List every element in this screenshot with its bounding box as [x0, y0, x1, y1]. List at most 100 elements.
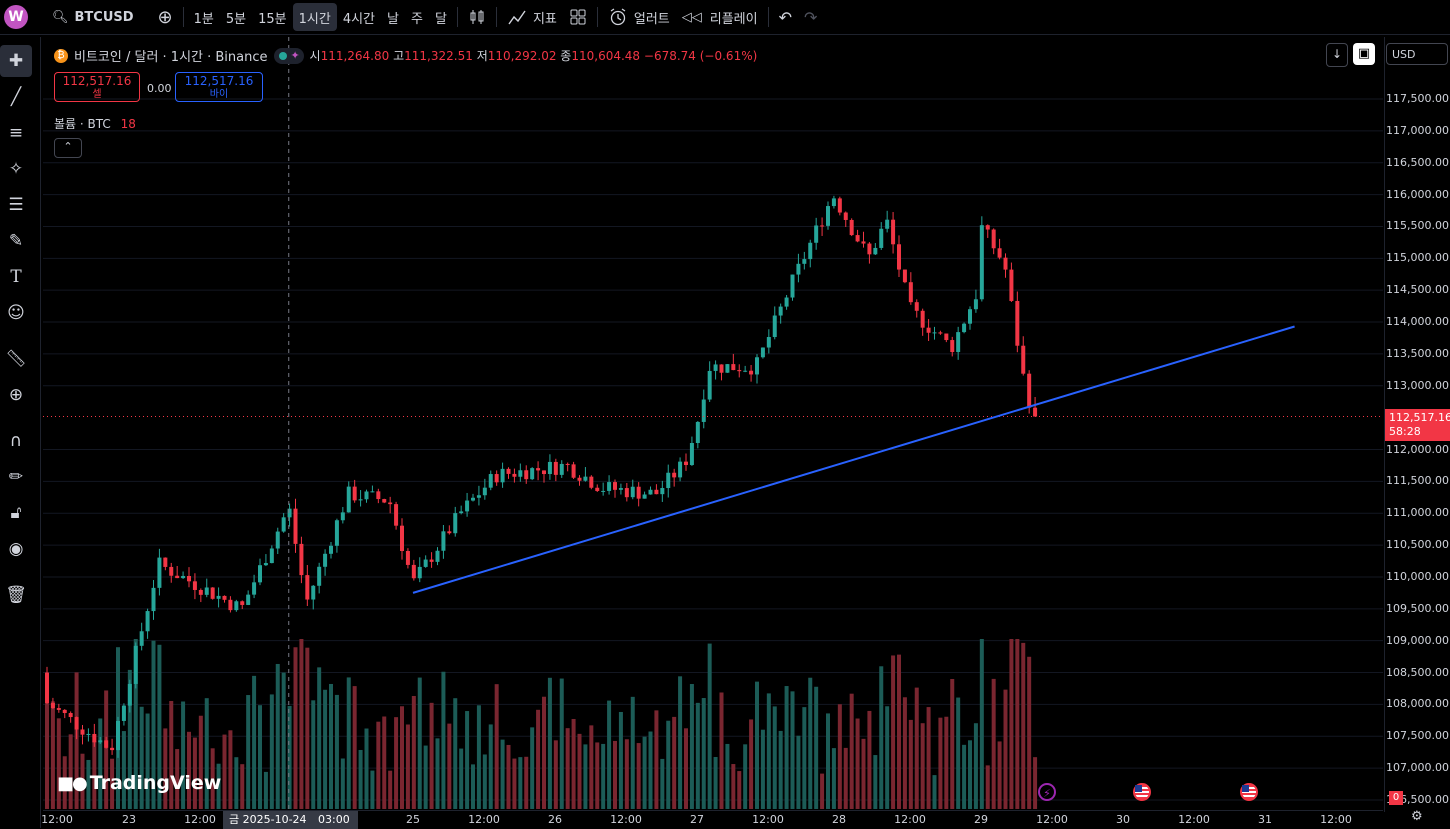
crosshair-date: 금 2025-10-24 [229, 813, 307, 826]
candle-body [293, 508, 298, 544]
fib-lines-icon: ≡ [8, 123, 24, 143]
visibility-tool[interactable]: ◉ [0, 533, 32, 565]
volume-bar [766, 693, 771, 809]
volume-bar [364, 728, 369, 809]
collapse-legend-button[interactable]: ⌃ [54, 138, 82, 158]
interval-week[interactable]: 주 [411, 11, 423, 27]
candle-body [737, 370, 742, 372]
candle-body [181, 575, 186, 579]
candle-body [530, 468, 535, 480]
scroll-down-button[interactable]: ↓ [1326, 43, 1348, 67]
volume-bar [618, 711, 623, 809]
settings-icon[interactable]: ⚙ [1411, 809, 1423, 824]
candle-style-button[interactable] [462, 0, 492, 34]
price-axis[interactable]: 117,500.00 117,000.00 116,500.00 116,000.00… [1384, 37, 1450, 824]
replay-button[interactable]: ◁◁ 리플레이 [676, 0, 764, 34]
chart-svg[interactable] [43, 37, 1383, 812]
text-tool[interactable]: T [0, 261, 32, 293]
layout-button[interactable] [563, 0, 593, 34]
interval-1h[interactable]: 1시간 [292, 3, 337, 31]
candle-body [192, 581, 197, 590]
volume-bar [121, 731, 126, 809]
price-tick-label: 117,500.00 [1386, 92, 1449, 105]
event-marker-flash[interactable]: ⚡︎ [1038, 783, 1056, 801]
price-tick-label: 109,000.00 [1386, 633, 1449, 647]
chart-pane[interactable] [43, 37, 1383, 812]
volume-bar [790, 691, 795, 809]
arrow-down-icon: ↓ [1331, 47, 1343, 61]
volume-legend[interactable]: 볼륨 · BTC 18 [54, 115, 136, 132]
volume-bar [352, 686, 357, 809]
emoji-tool[interactable]: ☺ [0, 297, 32, 329]
brush-tool[interactable]: ✎ [0, 225, 32, 257]
candle-body [1033, 407, 1038, 417]
time-tick-label: 12:00 [41, 813, 73, 826]
volume-bar [713, 757, 718, 809]
time-tick-label: 12:00 [1320, 813, 1352, 826]
zoom-tool[interactable]: ⊕ [0, 379, 32, 411]
time-axis[interactable]: 12:00 23 12:00 25 12:00 26 12:00 27 12:00 28 12:00… [41, 810, 1383, 829]
interval-1m[interactable]: 1분 [193, 11, 214, 27]
candle-body [506, 468, 511, 474]
volume-bar [559, 678, 564, 809]
candle-body [689, 443, 694, 466]
fib-tool[interactable]: ≡ [0, 117, 32, 149]
candle-body [287, 508, 292, 518]
magnet-tool[interactable]: ∩ [0, 425, 32, 457]
draw-mode-tool[interactable]: ✏︎ [0, 461, 32, 493]
volume-bar [263, 771, 268, 809]
volume-bar [127, 669, 132, 809]
candle-body [204, 587, 209, 595]
volume-bar [678, 676, 683, 809]
price-tick-label: 108,000.00 [1386, 697, 1449, 711]
trendline-tool[interactable]: ╱ [0, 81, 32, 113]
symbol-search[interactable]: 🔍︎ BTCUSD [46, 0, 140, 34]
event-marker-us-1[interactable] [1133, 783, 1151, 801]
volume-bar [636, 743, 641, 809]
currency-select[interactable]: USD [1386, 43, 1448, 65]
sell-label: 셀 [92, 89, 102, 100]
forecast-tool[interactable]: ☰ [0, 189, 32, 221]
tradingview-watermark[interactable]: ■● TradingView [57, 772, 221, 794]
crosshair-tool[interactable]: ✚ [0, 45, 32, 77]
volume-bar [1021, 642, 1026, 809]
interval-5m[interactable]: 5분 [225, 11, 247, 27]
interval-day[interactable]: 날 [387, 11, 399, 27]
volume-bar [879, 666, 884, 809]
time-tick-label: 27 [690, 813, 704, 826]
top-toolbar: W 🔍︎ BTCUSD ⊕ 1분 5분 15분 1시간 4시간 날 주 달 지표… [0, 0, 1450, 35]
event-marker-us-2[interactable] [1240, 783, 1258, 801]
volume-bar [145, 713, 150, 809]
us-flag-icon [1135, 785, 1142, 792]
candle-body [92, 733, 97, 743]
candle-body [583, 476, 588, 481]
interval-4h[interactable]: 4시간 [342, 11, 376, 27]
alert-button[interactable]: 얼러트 [602, 0, 676, 34]
volume-bar [240, 764, 245, 809]
undo-button[interactable]: ↶ [773, 0, 798, 34]
pattern-tool[interactable]: ✧ [0, 153, 32, 185]
volume-bar [630, 696, 635, 809]
indicators-button[interactable]: 지표 [501, 0, 563, 34]
delete-tool[interactable]: 🗑︎ [0, 579, 32, 611]
volume-bar [944, 716, 949, 809]
candle-body [559, 463, 564, 475]
candle-body [962, 323, 967, 333]
interval-15m[interactable]: 15분 [258, 11, 287, 27]
candle-body [68, 713, 73, 718]
add-symbol-button[interactable]: ⊕ [157, 6, 173, 28]
user-avatar[interactable]: W [4, 5, 28, 29]
sell-button[interactable]: 112,517.16 셀 [54, 72, 140, 102]
fullscreen-button[interactable]: ▣ [1353, 43, 1375, 65]
redo-button[interactable]: ↷ [798, 0, 823, 34]
volume-bar [583, 744, 588, 809]
volume-bar [394, 717, 399, 809]
buy-button[interactable]: 112,517.16 바이 [175, 72, 263, 102]
candle-body [358, 499, 363, 501]
volume-bar [849, 693, 854, 809]
measure-tool[interactable]: 📏︎ [0, 343, 32, 375]
interval-month[interactable]: 달 [434, 11, 447, 27]
lock-tool[interactable]: 🔓︎ [0, 497, 32, 529]
divider [596, 7, 598, 27]
legend-title[interactable]: 비트코인 / 달러 · 1시간 · Binance [74, 50, 268, 65]
